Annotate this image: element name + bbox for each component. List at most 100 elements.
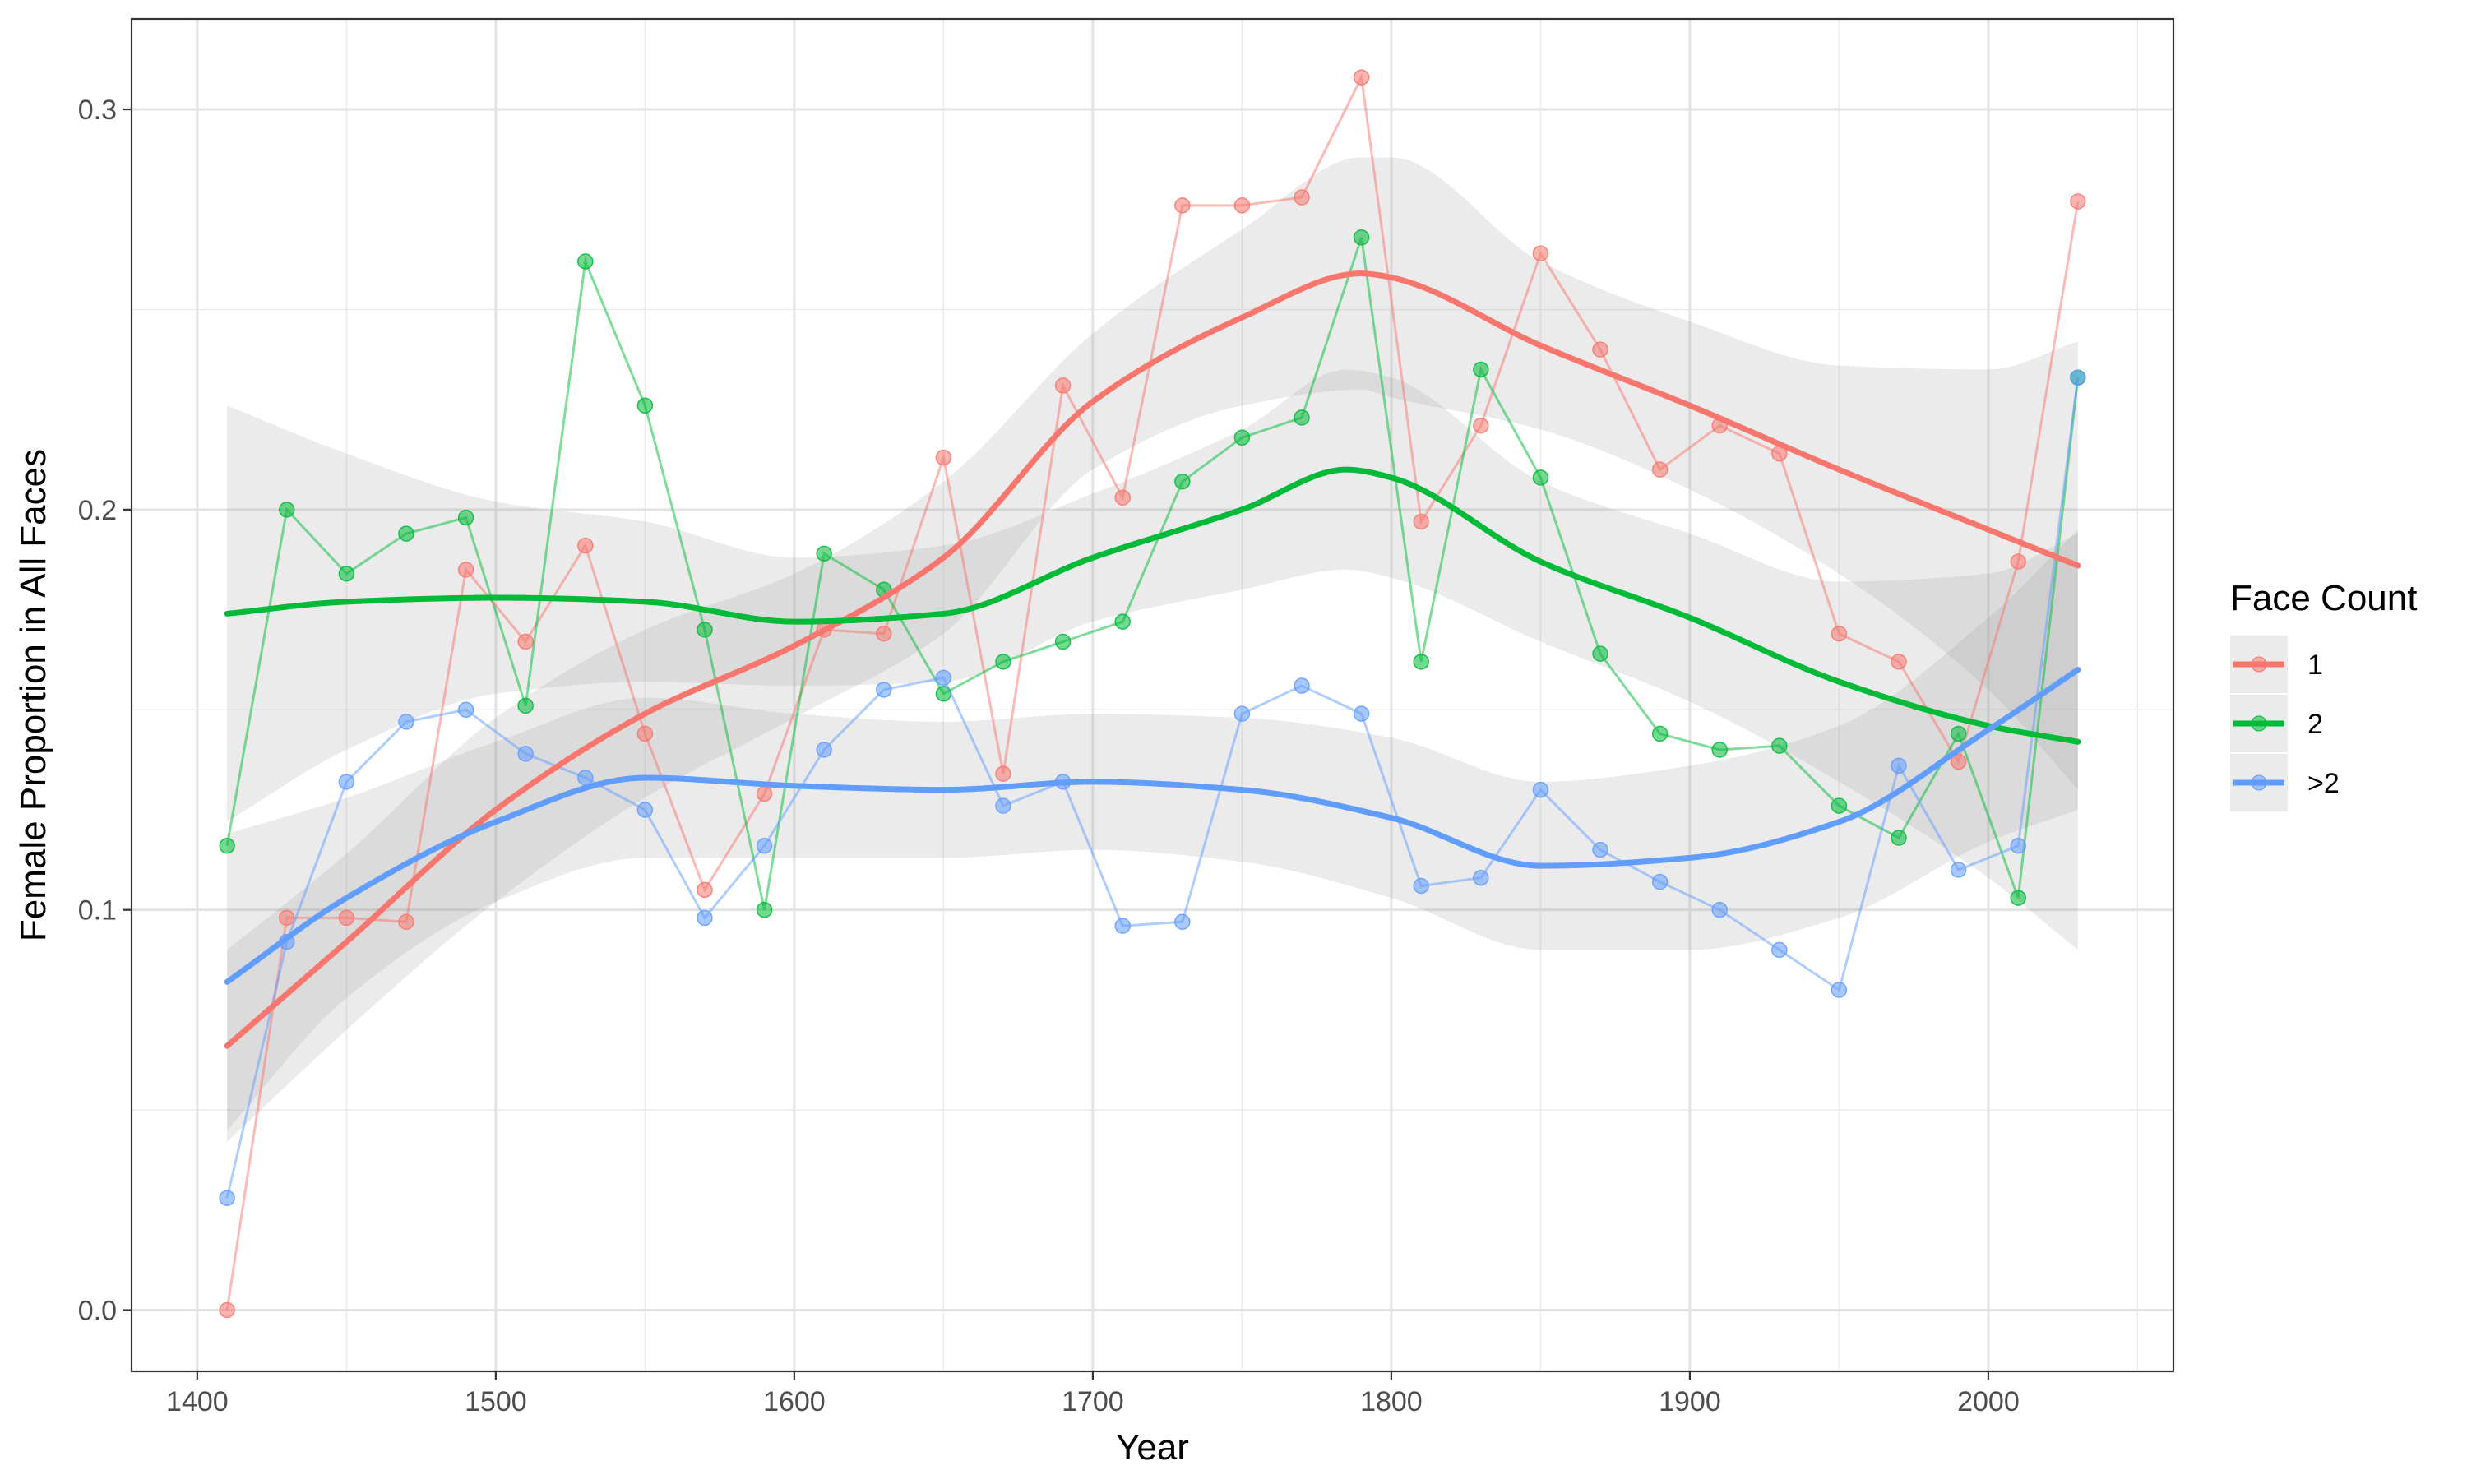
data-point bbox=[457, 701, 474, 719]
data-point bbox=[517, 746, 534, 762]
data-point bbox=[1473, 869, 1489, 886]
series-2 bbox=[219, 229, 2086, 918]
data-point bbox=[816, 742, 832, 758]
x-tick-label: 1600 bbox=[763, 1386, 826, 1417]
legend: Face Count 1 2 >2 bbox=[2230, 578, 2417, 811]
legend-label: >2 bbox=[2307, 768, 2340, 799]
data-point bbox=[1891, 830, 1907, 846]
data-point bbox=[2010, 890, 2026, 906]
data-point bbox=[1353, 69, 1370, 86]
data-point bbox=[1413, 877, 1429, 895]
data-point bbox=[1771, 737, 1788, 754]
data-point bbox=[517, 697, 534, 714]
data-point bbox=[756, 838, 773, 854]
x-tick-label: 1500 bbox=[465, 1386, 527, 1417]
y-tick-label: 0.2 bbox=[78, 495, 117, 526]
data-point bbox=[1234, 197, 1251, 214]
data-point bbox=[1891, 757, 1907, 774]
legend-label: 1 bbox=[2307, 650, 2323, 681]
data-point bbox=[577, 537, 594, 554]
data-point bbox=[219, 1301, 235, 1319]
data-point bbox=[1711, 742, 1728, 758]
data-point bbox=[2070, 193, 2086, 210]
data-point bbox=[457, 509, 474, 526]
data-point bbox=[1651, 873, 1669, 890]
data-point bbox=[1592, 841, 1608, 858]
data-point bbox=[2070, 369, 2086, 386]
data-point bbox=[219, 838, 235, 854]
x-tick-label: 1400 bbox=[166, 1386, 229, 1417]
data-point bbox=[1532, 469, 1549, 486]
data-point bbox=[2010, 838, 2026, 854]
data-point bbox=[1950, 862, 1967, 878]
data-point bbox=[1473, 361, 1489, 378]
data-point bbox=[935, 669, 952, 687]
data-point bbox=[935, 449, 952, 466]
data-point bbox=[2010, 553, 2026, 570]
x-tick-label: 1700 bbox=[1062, 1386, 1124, 1417]
x-tick-label: 1900 bbox=[1659, 1386, 1721, 1417]
data-point bbox=[1234, 429, 1251, 446]
data-point bbox=[398, 525, 414, 542]
data-point bbox=[697, 909, 713, 927]
y-axis-title: Female Proportion in All Faces bbox=[13, 449, 53, 941]
confidence-band-2 bbox=[227, 369, 2078, 950]
data-point bbox=[1054, 377, 1072, 394]
data-point bbox=[1353, 705, 1370, 722]
data-point bbox=[1413, 654, 1429, 670]
data-point bbox=[338, 774, 355, 790]
data-point bbox=[1114, 918, 1131, 934]
data-point bbox=[995, 654, 1011, 670]
data-point bbox=[219, 1190, 235, 1206]
smooth-line-2 bbox=[224, 466, 2081, 745]
data-point bbox=[1651, 725, 1669, 742]
data-point bbox=[279, 502, 295, 518]
data-point bbox=[338, 565, 355, 582]
y-tick-label: 0.3 bbox=[78, 95, 117, 126]
data-point bbox=[1592, 645, 1608, 662]
data-point bbox=[636, 802, 654, 818]
series->2 bbox=[219, 369, 2086, 1206]
data-point bbox=[1353, 229, 1370, 246]
x-tick-label: 2000 bbox=[1957, 1386, 2020, 1417]
data-point bbox=[577, 253, 594, 270]
data-point bbox=[338, 909, 355, 927]
legend-key-point bbox=[2251, 656, 2267, 673]
data-point bbox=[636, 397, 654, 414]
legend-title: Face Count bbox=[2230, 578, 2417, 618]
data-point bbox=[1174, 913, 1191, 931]
y-tick-label: 0.1 bbox=[78, 895, 117, 927]
data-point bbox=[1532, 781, 1549, 798]
smooth-line-1 bbox=[224, 270, 2081, 1049]
legend-item-2: 2 bbox=[2230, 695, 2323, 752]
data-point bbox=[1950, 725, 1967, 742]
data-point bbox=[876, 682, 892, 698]
data-point bbox=[1950, 753, 1967, 770]
legend-item-1: 1 bbox=[2230, 636, 2323, 693]
data-point bbox=[1532, 245, 1549, 262]
data-point bbox=[816, 545, 832, 562]
data-point bbox=[1114, 613, 1131, 630]
legend-key-point bbox=[2251, 774, 2267, 791]
data-point bbox=[697, 881, 713, 899]
legend-key-point bbox=[2251, 715, 2267, 732]
series-line-2 bbox=[225, 237, 2080, 910]
data-point bbox=[995, 765, 1011, 782]
data-point bbox=[1294, 409, 1310, 426]
data-point bbox=[1831, 797, 1848, 814]
y-tick-label: 0.0 bbox=[78, 1296, 117, 1327]
x-tick-label: 1800 bbox=[1360, 1386, 1423, 1417]
data-point bbox=[697, 622, 713, 638]
data-point bbox=[1891, 654, 1907, 670]
data-point bbox=[398, 913, 414, 931]
data-point bbox=[1473, 417, 1489, 434]
data-point bbox=[876, 626, 892, 642]
data-point bbox=[577, 770, 594, 786]
data-point bbox=[1294, 677, 1310, 694]
data-point bbox=[1592, 341, 1608, 358]
confidence-band->2 bbox=[227, 529, 2078, 1130]
data-point bbox=[517, 633, 534, 650]
series-line->2 bbox=[225, 377, 2080, 1199]
